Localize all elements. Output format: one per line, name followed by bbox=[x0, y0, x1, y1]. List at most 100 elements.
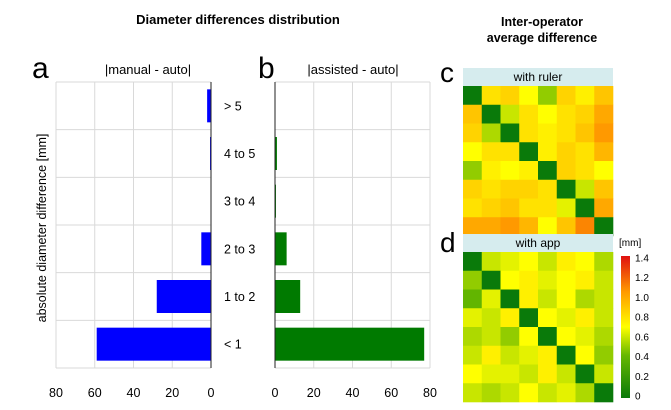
heatmap-cell bbox=[519, 217, 539, 237]
colorbar-tick-label: 0.4 bbox=[635, 352, 649, 363]
panel-a-title: |manual - auto| bbox=[105, 62, 191, 77]
heatmap-cell bbox=[594, 270, 614, 290]
heatmap-cell bbox=[463, 345, 483, 365]
heatmap-cell bbox=[500, 383, 520, 403]
heatmap-cell bbox=[538, 123, 558, 143]
heatmap-cell bbox=[519, 198, 539, 218]
heatmap-cell bbox=[556, 327, 576, 347]
heatmap-cell bbox=[594, 86, 614, 106]
heatmap-cell bbox=[463, 179, 483, 199]
heatmap-cell bbox=[575, 289, 595, 309]
x-tick-label-b: 20 bbox=[307, 386, 321, 400]
heatmap-cell bbox=[519, 345, 539, 365]
heatmap-cell bbox=[481, 252, 501, 272]
bar-assisted bbox=[275, 232, 287, 266]
heatmap-cell bbox=[500, 161, 520, 181]
heatmap-cell bbox=[594, 217, 614, 237]
heatmap-cell bbox=[575, 179, 595, 199]
heatmap-cell bbox=[519, 142, 539, 162]
heatmap-cell bbox=[519, 179, 539, 199]
heatmap-cell bbox=[481, 383, 501, 403]
heatmap-cell bbox=[519, 161, 539, 181]
heatmap-cell bbox=[481, 161, 501, 181]
heatmap-cell bbox=[556, 123, 576, 143]
heatmap-cell bbox=[538, 217, 558, 237]
heatmap-cell bbox=[481, 123, 501, 143]
heatmap-cell bbox=[575, 383, 595, 403]
category-label: 1 to 2 bbox=[224, 290, 255, 304]
heatmap-cell bbox=[481, 270, 501, 290]
heatmap-cell bbox=[519, 104, 539, 124]
heatmap-cell bbox=[556, 345, 576, 365]
heatmap-cell bbox=[519, 289, 539, 309]
heatmap-cell bbox=[538, 161, 558, 181]
heatmap-cell bbox=[463, 289, 483, 309]
heatmap-cell bbox=[481, 104, 501, 124]
heatmap-cell bbox=[556, 104, 576, 124]
heatmap-cell bbox=[463, 217, 483, 237]
heatmap-cell bbox=[538, 289, 558, 309]
heatmap-cell bbox=[538, 179, 558, 199]
heatmap-cell bbox=[519, 327, 539, 347]
heatmap-cell bbox=[575, 270, 595, 290]
heatmap-cell bbox=[594, 142, 614, 162]
colorbar-tick-label: 1.2 bbox=[635, 273, 649, 284]
heatmap-cell bbox=[538, 345, 558, 365]
heatmap-cell bbox=[594, 327, 614, 347]
heatmap-cell bbox=[556, 217, 576, 237]
heatmap-cell bbox=[556, 383, 576, 403]
colorbar-ticks: 1.4 1.2 1.0 0.8 0.6 0.4 0.2 0 bbox=[635, 254, 649, 403]
heatmap-cell bbox=[594, 198, 614, 218]
heatmap-cell bbox=[500, 289, 520, 309]
heatmap-cell bbox=[575, 364, 595, 384]
bar-assisted bbox=[275, 327, 425, 361]
panel-letter-d: d bbox=[440, 227, 456, 258]
heatmap-d-header bbox=[463, 234, 613, 252]
heatmap-cell bbox=[538, 198, 558, 218]
heatmap-cell bbox=[500, 345, 520, 365]
x-tick-label-a: 20 bbox=[165, 386, 179, 400]
heatmap-cell bbox=[463, 308, 483, 328]
bar-assisted bbox=[275, 280, 301, 313]
panel-letter-a: a bbox=[32, 52, 49, 85]
heatmap-cell bbox=[556, 270, 576, 290]
heatmap-cell bbox=[538, 104, 558, 124]
heatmap-cell bbox=[463, 161, 483, 181]
bar-manual bbox=[156, 280, 211, 313]
category-labels: < 1 1 to 2 2 to 3 3 to 4 4 to 5 > 5 bbox=[224, 99, 255, 351]
colorbar-tick-label: 0.8 bbox=[635, 313, 649, 324]
heatmap-cell bbox=[500, 308, 520, 328]
colorbar-tick-label: 1.4 bbox=[635, 254, 649, 265]
x-tick-label-b: 0 bbox=[272, 386, 279, 400]
heatmap-cell bbox=[519, 252, 539, 272]
heatmap-cell bbox=[500, 104, 520, 124]
heatmap-cell bbox=[575, 308, 595, 328]
heatmap-cell bbox=[556, 289, 576, 309]
heatmap-cell bbox=[500, 198, 520, 218]
heatmap-cell bbox=[463, 327, 483, 347]
heatmap-cell bbox=[594, 364, 614, 384]
heatmap-cell bbox=[538, 86, 558, 106]
heatmap-cell bbox=[481, 198, 501, 218]
heatmap-cell bbox=[575, 142, 595, 162]
heatmap-cell bbox=[481, 142, 501, 162]
heatmap-cell bbox=[519, 308, 539, 328]
colorbar bbox=[621, 256, 630, 398]
heatmap-cell bbox=[519, 270, 539, 290]
heatmap-cell bbox=[463, 383, 483, 403]
heatmap-cell bbox=[538, 327, 558, 347]
heatmap-cell bbox=[463, 123, 483, 143]
panel-letter-c: c bbox=[440, 57, 454, 88]
heatmap-cell bbox=[500, 327, 520, 347]
heatmap-cell bbox=[538, 270, 558, 290]
right-title-line1: Inter-operator bbox=[501, 15, 583, 29]
heatmap-cell bbox=[575, 198, 595, 218]
colorbar-tick-label: 1.0 bbox=[635, 293, 649, 304]
heatmap-cell bbox=[463, 198, 483, 218]
heatmap-cell bbox=[519, 123, 539, 143]
x-tick-label-a: 80 bbox=[49, 386, 63, 400]
heatmap-cell bbox=[500, 270, 520, 290]
heatmap-cell bbox=[538, 252, 558, 272]
heatmap-cell bbox=[594, 104, 614, 124]
category-label: 3 to 4 bbox=[224, 195, 255, 209]
